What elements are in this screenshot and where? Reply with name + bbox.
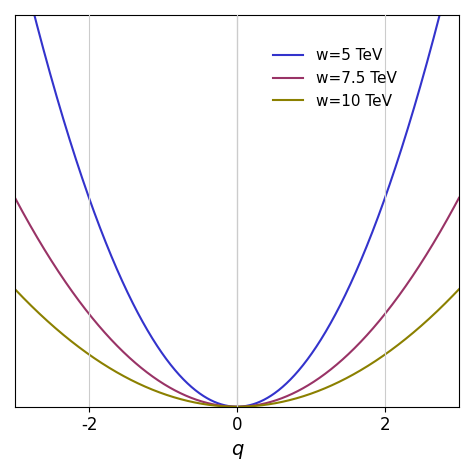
w=7.5 TeV xyxy=(57,272,63,277)
w=7.5 TeV xyxy=(456,195,462,201)
w=10 TeV xyxy=(208,402,213,408)
Line: w=7.5 TeV: w=7.5 TeV xyxy=(15,198,459,407)
w=10 TeV xyxy=(367,362,373,368)
Line: w=10 TeV: w=10 TeV xyxy=(15,289,459,407)
w=5 TeV xyxy=(208,397,213,403)
X-axis label: q: q xyxy=(231,440,243,459)
w=5 TeV xyxy=(318,337,323,343)
w=7.5 TeV xyxy=(359,338,365,344)
w=7.5 TeV xyxy=(191,396,197,402)
w=7.5 TeV xyxy=(318,374,323,380)
w=10 TeV xyxy=(57,329,63,335)
w=7.5 TeV xyxy=(12,195,18,201)
w=10 TeV xyxy=(191,400,197,405)
Legend: w=5 TeV, w=7.5 TeV, w=10 TeV: w=5 TeV, w=7.5 TeV, w=10 TeV xyxy=(267,42,402,115)
w=10 TeV xyxy=(359,367,365,373)
w=5 TeV xyxy=(367,236,373,242)
w=10 TeV xyxy=(456,286,462,292)
w=10 TeV xyxy=(12,286,18,292)
w=5 TeV xyxy=(191,387,197,392)
w=5 TeV xyxy=(234,404,240,410)
Line: w=5 TeV: w=5 TeV xyxy=(15,0,459,407)
w=7.5 TeV xyxy=(367,329,373,335)
w=7.5 TeV xyxy=(234,404,240,410)
w=5 TeV xyxy=(57,106,63,112)
w=7.5 TeV xyxy=(208,401,213,407)
w=10 TeV xyxy=(318,387,323,393)
w=5 TeV xyxy=(359,255,365,261)
w=10 TeV xyxy=(234,404,240,410)
